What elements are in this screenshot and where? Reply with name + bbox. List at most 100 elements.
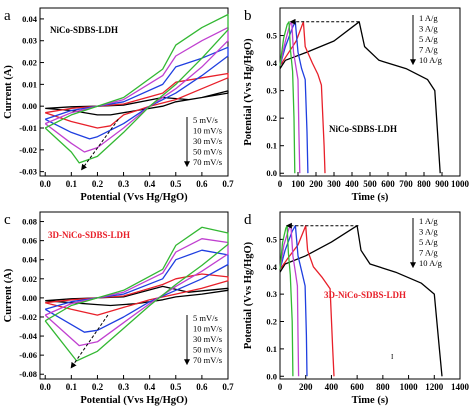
series-line-1-a-g [279,21,441,174]
legend-entry: 50 mV/s [193,147,222,157]
legend-entry: 5 mV/s [193,313,218,323]
x-tick-label: 0.3 [118,179,130,189]
panel-d: 0 200 400 600 800 1000 1200 1400 0.5 0.4 0.3 0.2 0.1… [243,211,470,406]
y-tick-label: 0.01 [22,79,37,89]
plot-frame [39,211,229,380]
y-tick-label: -0.02 [19,312,37,322]
y-tick-label: 0.04 [22,14,38,24]
x-axis-label: Potential (Vvs Hg/HgO) [80,395,188,406]
series-line-10-a-g [279,225,294,377]
sample-label: 3D-NiCo-SDBS-LDH [48,230,130,240]
x-tick-label: 0.5 [170,179,182,189]
y-tick-label: 0.1 [266,141,277,151]
y-tick-label: -0.04 [19,331,37,341]
series-line-70-mv-s [44,13,229,164]
y-tick-label: 0.00 [22,101,37,111]
y-tick-label: 0.2 [266,317,277,327]
sample-label: 3D-NiCo-SDBS-LDH [324,290,406,300]
x-tick-label: 800 [417,179,431,189]
y-tick-label: -0.08 [19,369,37,379]
panel-c: 0.0 0.1 0.2 0.3 0.4 0.5 0.6 0.7 0.08 0.06 0.04 0.02… [3,211,234,406]
series-line-10-mv-s [44,72,229,129]
y-axis-label: Potential (Vvs Hg/HgO) [243,241,254,349]
series-line-10-a-g [279,21,296,174]
sample-label: NiCo-SDBS-LDH [50,25,118,35]
y-tick-label: -0.01 [19,123,37,133]
y-tick-label: 0.02 [22,58,37,68]
x-tick-label: 0.7 [222,179,234,189]
series-line-3-a-g [279,21,326,174]
x-tick-label: 1000 [451,179,470,189]
series-line-70-mv-s [44,226,229,362]
legend-entry: 30 mV/s [193,136,222,146]
legend-entry: 3 A/g [419,227,438,237]
x-tick-label: 0.5 [170,382,182,392]
legend-entry: 70 mV/s [193,157,222,167]
y-tick-label: -0.02 [19,145,37,155]
series-line-7-a-g [279,225,300,377]
y-tick-label: 0.1 [266,344,277,354]
x-tick-label: 0 [278,179,283,189]
x-tick-label: 1400 [451,382,470,392]
legend-entry: 3 A/g [419,24,438,34]
x-tick-label: 0.1 [66,382,78,392]
x-tick-label: 0.4 [144,382,156,392]
y-tick-label: 0.02 [22,274,37,284]
series-line-10-mv-s [45,273,229,316]
x-tick-label: 700 [399,179,413,189]
x-tick-label: 400 [345,179,359,189]
panel-letter: c [4,212,11,228]
y-tick-label: 0.08 [22,217,37,227]
x-axis-label: Time (s) [352,395,389,406]
legend-entry: 10 A/g [419,55,443,65]
x-tick-label: 400 [325,382,339,392]
panel-letter: b [244,8,252,24]
y-tick-label: 0.0 [266,168,277,178]
y-tick-label: 0.4 [266,58,277,68]
sample-label: NiCo-SDBS-LDH [329,124,397,134]
y-tick-label: 0.2 [266,113,277,123]
series-line-50-mv-s [44,26,229,153]
panel-letter: a [4,8,11,24]
x-tick-label: 600 [381,179,395,189]
x-tick-label: 200 [299,382,313,392]
series-line-5-mv-s [45,90,229,116]
series-line-1-a-g [279,225,443,377]
panel-letter: d [244,212,252,228]
x-tick-label: 1200 [425,382,444,392]
x-tick-label: 500 [363,179,377,189]
legend-entry: 50 mV/s [193,345,222,355]
legend-entry: 10 A/g [419,258,443,268]
legend-entry: 7 A/g [419,45,438,55]
legend-entry: 10 mV/s [193,324,222,334]
y-tick-label: 0.5 [266,234,277,244]
x-tick-label: 0.6 [196,179,208,189]
legend-entry: 70 mV/s [193,355,222,365]
legend-entry: 30 mV/s [193,334,222,344]
y-tick-label: 0.03 [22,36,37,46]
x-axis-label: Time (s) [352,192,389,203]
series-line-5-a-g [279,225,308,377]
x-tick-label: 0.2 [92,179,104,189]
x-tick-label: 300 [327,179,341,189]
x-tick-label: 900 [435,179,449,189]
x-tick-label: 1000 [400,382,419,392]
scan-rate-guide-arrow [70,314,109,369]
series-line-50-mv-s [44,238,229,347]
y-tick-label: -0.03 [19,167,37,177]
legend-entry: 10 mV/s [193,126,222,136]
plot-frame [279,211,461,380]
y-tick-label: 0.04 [22,255,38,265]
y-axis-label: Current (A) [3,268,14,322]
x-tick-label: 600 [350,382,364,392]
panel-a: 0.0 0.1 0.2 0.3 0.4 0.5 0.6 0.7 0.04 0.03 0.02 0.01… [3,7,234,203]
legend-entry: 5 mV/s [193,115,218,125]
x-tick-label: 0 [278,382,283,392]
y-tick-label: 0.06 [22,236,37,246]
y-tick-label: -0.06 [19,350,37,360]
legend-entry: 1 A/g [419,216,438,226]
scan-rate-guide-arrow [81,118,119,171]
y-tick-label: 0.3 [266,289,277,299]
y-tick-label: 0.3 [266,86,277,96]
